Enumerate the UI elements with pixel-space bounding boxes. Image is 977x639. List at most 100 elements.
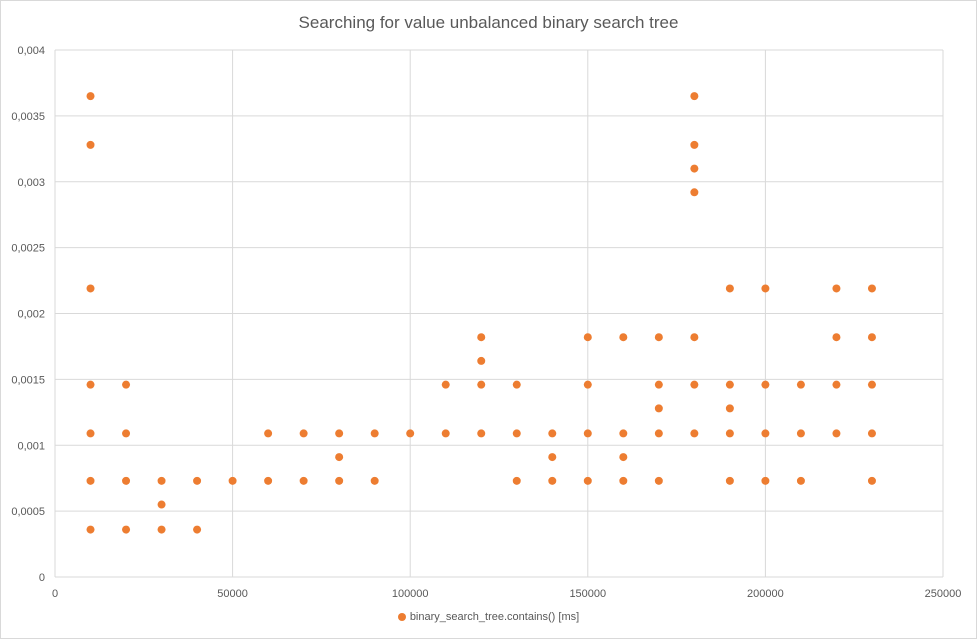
x-tick-label: 200000 [747,588,784,600]
data-point [619,476,628,485]
data-point [583,429,592,438]
data-point [477,380,486,389]
data-point [228,476,237,485]
data-point [832,380,841,389]
data-point [654,380,663,389]
data-point [157,525,166,534]
data-point [690,429,699,438]
data-point [122,429,131,438]
data-point [832,429,841,438]
data-point [441,429,450,438]
data-point [512,429,521,438]
x-tick-label: 100000 [392,588,429,600]
data-point [335,453,344,462]
data-point [193,525,202,534]
data-point [583,380,592,389]
data-point [86,476,95,485]
data-point [796,380,805,389]
data-point [832,284,841,293]
data-point [654,476,663,485]
data-point [264,429,273,438]
data-point [477,356,486,365]
data-point [867,333,876,342]
data-point [441,380,450,389]
y-tick-label: 0,002 [17,309,45,321]
data-point [690,380,699,389]
data-point [796,429,805,438]
data-point [867,429,876,438]
data-point [370,476,379,485]
data-point [512,380,521,389]
y-tick-label: 0,003 [17,177,45,189]
y-tick-label: 0,0005 [11,506,45,518]
data-point [370,429,379,438]
data-point [761,476,770,485]
data-point [193,476,202,485]
legend-label: binary_search_tree.contains() [ms] [409,611,580,624]
data-point [512,476,521,485]
data-point [583,333,592,342]
data-point [867,380,876,389]
y-tick-label: 0 [39,572,45,584]
data-point [761,380,770,389]
data-point [619,333,628,342]
y-tick-label: 0,001 [17,440,45,452]
data-point [157,476,166,485]
data-point [619,429,628,438]
data-point [583,476,592,485]
x-tick-label: 250000 [925,588,962,600]
data-point [761,429,770,438]
data-point [690,333,699,342]
data-point [654,333,663,342]
y-tick-label: 0,004 [17,45,45,57]
data-point [690,188,699,197]
data-point [796,476,805,485]
data-point [725,476,734,485]
data-point [725,429,734,438]
data-point [867,476,876,485]
data-point [690,140,699,149]
legend-marker [397,613,406,622]
data-point [619,453,628,462]
data-point [122,525,131,534]
data-point [690,92,699,101]
data-point [548,453,557,462]
data-point [157,500,166,509]
y-tick-label: 0,0035 [11,111,45,123]
data-point [761,284,770,293]
data-point [477,333,486,342]
data-point [86,429,95,438]
data-point [122,476,131,485]
data-point [406,429,415,438]
data-point [86,525,95,534]
data-point [725,284,734,293]
data-point [832,333,841,342]
data-point [86,140,95,149]
data-point [264,476,273,485]
y-tick-label: 0,0025 [11,243,45,255]
data-point [122,380,131,389]
chart-title: Searching for value unbalanced binary se… [298,13,679,32]
x-tick-label: 0 [52,588,58,600]
data-point [654,429,663,438]
x-tick-label: 50000 [217,588,248,600]
data-point [548,476,557,485]
data-point [477,429,486,438]
y-tick-label: 0,0015 [11,374,45,386]
data-point [867,284,876,293]
data-point [335,429,344,438]
data-point [725,380,734,389]
data-point [690,164,699,173]
data-point [86,92,95,101]
data-point [86,284,95,293]
data-point [86,380,95,389]
data-point [725,404,734,413]
data-point [654,404,663,413]
data-point [335,476,344,485]
data-point [299,429,308,438]
legend: binary_search_tree.contains() [ms] [1,611,976,623]
data-point [548,429,557,438]
x-tick-label: 150000 [569,588,606,600]
